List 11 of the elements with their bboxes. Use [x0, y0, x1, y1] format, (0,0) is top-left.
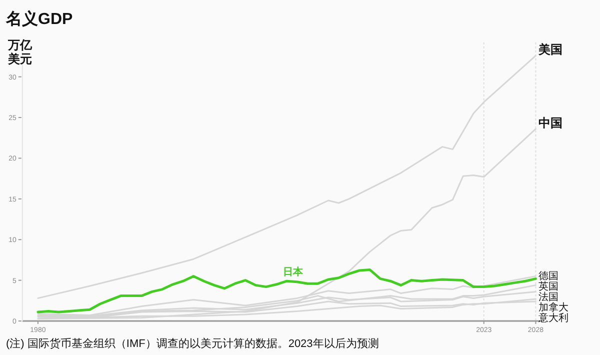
y-axis-title: 万亿美元 — [8, 38, 33, 66]
series-label: 美国 — [538, 42, 563, 57]
series-label: 英国 — [538, 280, 559, 293]
series-label: 加拿大 — [538, 302, 569, 314]
text: (注) 国际货币基金组织（IMF）调查的以美元计算的数据。2023年以后为预测 — [6, 337, 379, 350]
series-label: 日本 — [282, 266, 304, 278]
series-label: 中国 — [538, 116, 563, 130]
chart-title: 名义GDP — [5, 10, 73, 28]
series-label: 意大利 — [538, 312, 569, 324]
series-label: 德国 — [538, 271, 559, 282]
series-label: 法国 — [538, 291, 559, 304]
